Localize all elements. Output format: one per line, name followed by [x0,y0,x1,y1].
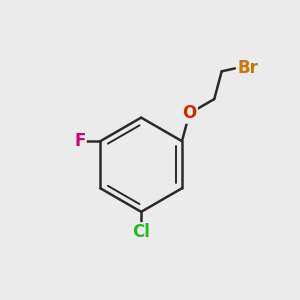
Text: F: F [74,132,85,150]
Text: Cl: Cl [132,224,150,242]
Text: Br: Br [238,59,259,77]
Text: O: O [182,104,197,122]
